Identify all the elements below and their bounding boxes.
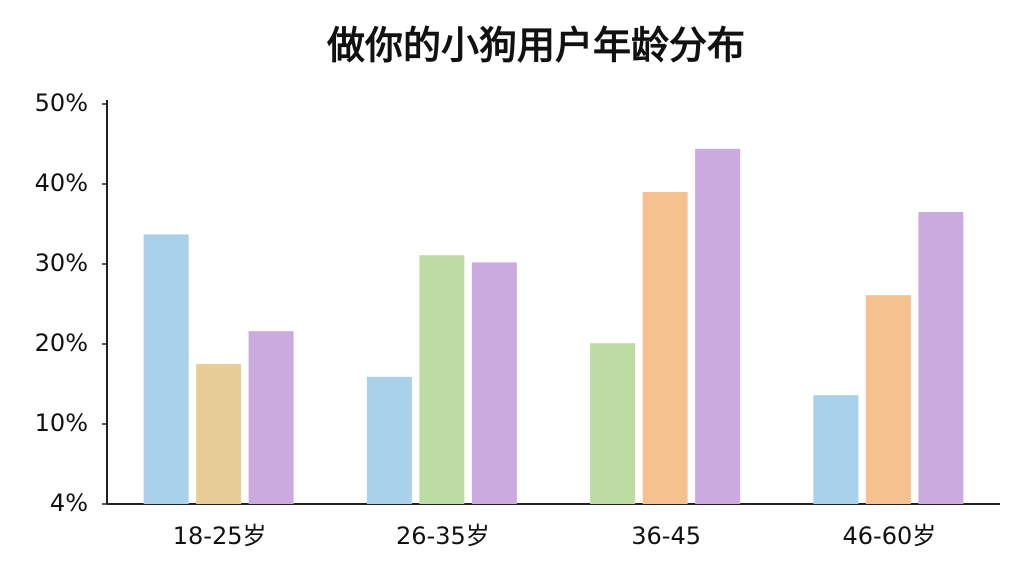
bar [642,192,688,504]
y-tick-label: 40% [35,169,88,197]
bar [248,331,294,504]
x-tick-label: 26-35岁 [396,522,490,550]
bar [813,395,859,504]
y-tick-label: 50% [35,89,88,117]
x-tick-label: 46-60岁 [843,522,937,550]
bar [471,262,517,504]
y-tick-label: 10% [35,409,88,437]
x-tick-label: 18-25岁 [173,522,267,550]
bar [590,343,636,504]
x-tick-label: 36-45 [631,522,701,550]
bar [918,212,964,504]
chart-title: 做你的小狗用户年龄分布 [326,24,745,68]
y-tick-label: 4% [50,489,88,517]
bar [196,364,242,504]
bar [143,234,189,504]
y-tick-label: 20% [35,329,88,357]
y-tick-label: 30% [35,249,88,277]
bar [865,295,911,504]
bar [695,148,741,505]
bar [366,376,412,504]
bar [419,255,465,504]
